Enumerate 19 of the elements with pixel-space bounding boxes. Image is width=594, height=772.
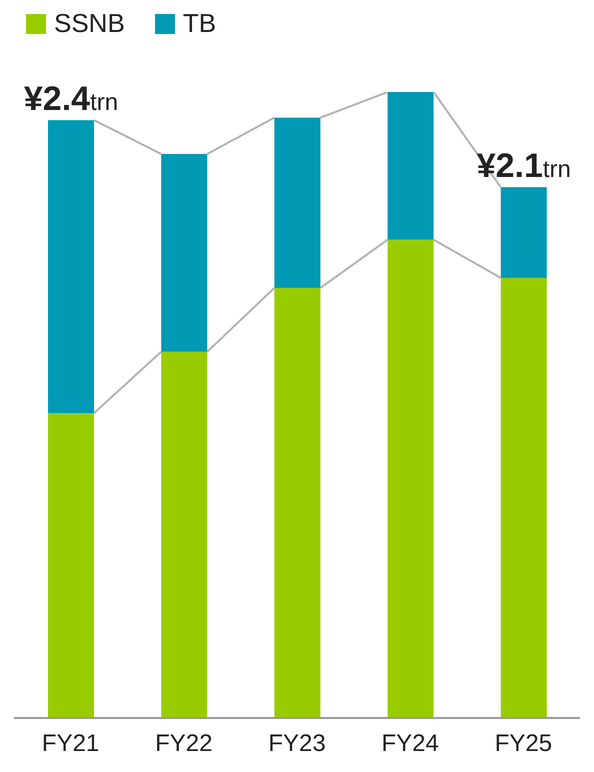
x-tick-label: FY23 [268,730,326,758]
bar [48,413,94,718]
legend-label: TB [182,8,216,39]
x-tick-label: FY21 [42,730,100,758]
annotation: ¥2.1trn [476,147,571,186]
bar [161,154,208,352]
bar [388,240,434,718]
bar [500,278,547,718]
bar [161,352,208,718]
bar [48,120,94,414]
bar [388,92,434,240]
x-tick-label: FY22 [155,730,212,758]
legend-label: SSNB [54,8,125,39]
x-tick-label: FY24 [382,730,439,758]
bar [274,118,320,288]
bar [274,288,320,718]
bar [500,187,547,278]
annotation: ¥2.4trn [24,80,118,118]
x-tick-label: FY25 [494,730,552,758]
